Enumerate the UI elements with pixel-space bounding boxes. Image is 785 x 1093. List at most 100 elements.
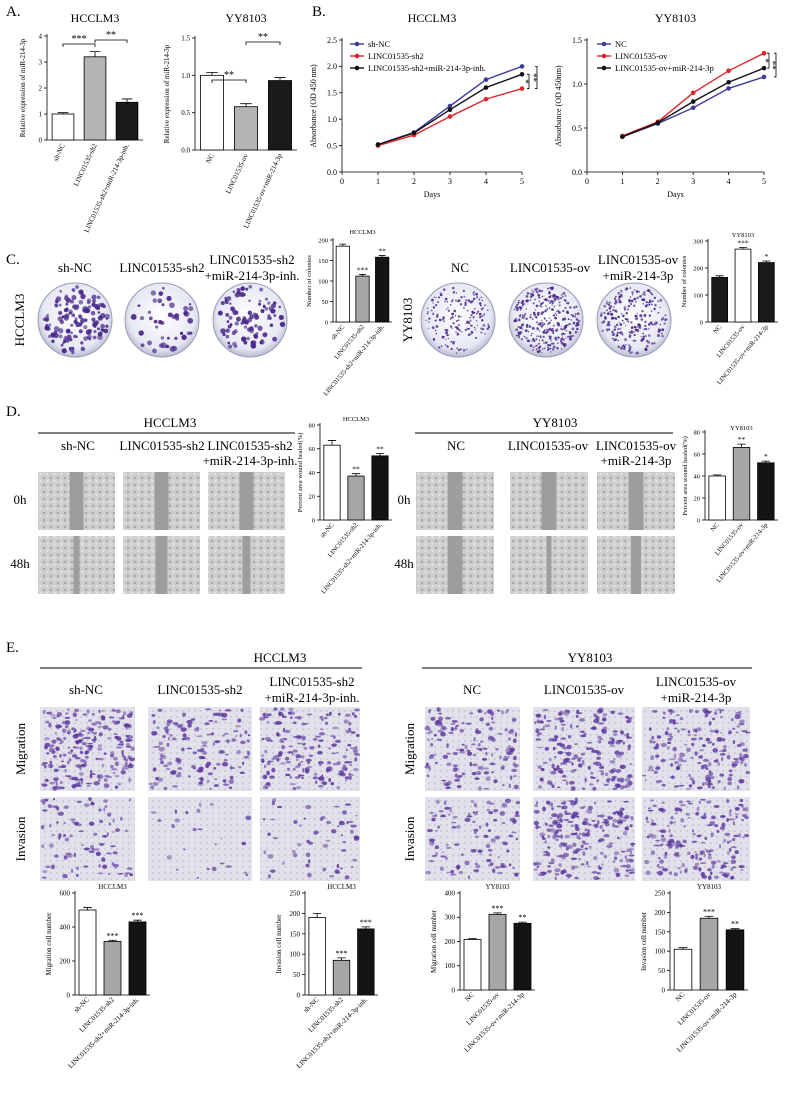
colony	[480, 307, 484, 311]
cell	[486, 858, 492, 863]
cell	[116, 746, 123, 749]
cell	[513, 814, 521, 818]
colony	[96, 327, 100, 331]
group-label: +miR-214-3p	[603, 268, 674, 283]
colony	[525, 325, 529, 328]
cell	[619, 751, 625, 756]
cell	[320, 728, 324, 731]
cell	[567, 844, 573, 849]
cell	[574, 849, 579, 853]
cell	[71, 821, 76, 824]
error-bar	[762, 260, 771, 263]
cell	[562, 774, 567, 778]
cell	[303, 817, 307, 820]
cell	[595, 715, 600, 721]
colony	[71, 350, 75, 355]
colony	[628, 331, 631, 334]
series-marker	[447, 107, 453, 112]
colony	[636, 296, 639, 300]
cell	[258, 717, 266, 721]
colony	[438, 346, 441, 349]
colony	[542, 330, 546, 334]
cell	[717, 859, 721, 863]
cell	[731, 763, 737, 768]
colony	[613, 306, 615, 308]
cell	[267, 874, 271, 879]
cell	[63, 855, 68, 860]
cell	[511, 831, 517, 834]
colony	[623, 308, 626, 311]
cell	[452, 767, 458, 773]
colony	[520, 302, 523, 304]
cell	[198, 781, 203, 785]
cell	[348, 721, 352, 726]
cell	[717, 708, 721, 711]
colony	[87, 305, 92, 309]
cell	[471, 771, 477, 776]
cell	[731, 727, 736, 730]
colony	[189, 331, 193, 335]
cell	[743, 753, 749, 759]
cell	[45, 778, 49, 783]
colony	[613, 325, 617, 329]
cell	[119, 740, 124, 744]
cell	[603, 833, 610, 838]
cell	[287, 711, 292, 715]
colony	[517, 325, 520, 329]
cell	[344, 761, 351, 764]
colony	[426, 312, 429, 315]
cell	[289, 775, 293, 779]
cell	[695, 729, 698, 733]
cell	[664, 851, 668, 856]
time-label: 48h	[394, 556, 414, 571]
cell	[650, 755, 655, 761]
cell	[513, 775, 517, 777]
x-tick-label: sh-NC	[319, 522, 335, 540]
cell	[318, 785, 324, 788]
cell	[451, 728, 458, 731]
cell	[289, 783, 296, 786]
cell	[470, 800, 475, 804]
cell	[705, 848, 708, 851]
colony	[619, 327, 622, 330]
cell	[597, 865, 601, 870]
cell	[473, 869, 480, 873]
cell	[482, 747, 488, 750]
colony	[534, 298, 537, 301]
bar	[83, 56, 107, 141]
cell	[200, 777, 204, 782]
cell	[610, 744, 615, 747]
error-bar	[375, 453, 385, 456]
colony	[236, 316, 241, 322]
colony	[220, 328, 226, 334]
cell	[560, 834, 563, 839]
cell	[668, 838, 675, 843]
cell	[112, 772, 116, 775]
colony	[560, 297, 563, 300]
cell	[546, 869, 552, 873]
cell	[657, 870, 664, 876]
colony	[430, 309, 433, 312]
significance-label: **	[378, 247, 386, 256]
cell	[64, 768, 67, 773]
y-tick-label: 200	[60, 957, 71, 965]
cell	[437, 825, 440, 829]
cell	[198, 802, 202, 807]
cell	[622, 864, 628, 868]
cell	[292, 749, 298, 753]
cell	[738, 722, 745, 726]
cell	[509, 817, 516, 822]
cell	[424, 765, 431, 769]
colony	[612, 308, 615, 312]
cell	[112, 709, 117, 712]
colony	[461, 331, 463, 333]
cell	[703, 812, 707, 817]
cell	[489, 762, 496, 766]
cell	[175, 774, 182, 778]
cell	[684, 743, 688, 746]
colony	[278, 305, 282, 309]
colony	[642, 335, 646, 339]
y-tick-label: 80	[694, 429, 701, 436]
cell	[572, 811, 579, 816]
cell	[733, 757, 740, 760]
